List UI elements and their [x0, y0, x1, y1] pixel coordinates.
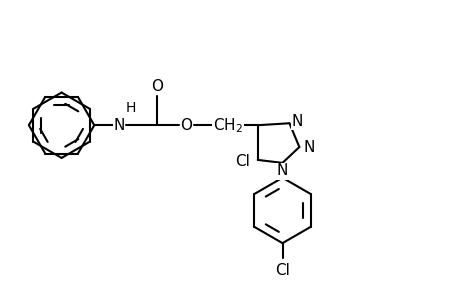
Text: N: N: [113, 118, 124, 133]
Text: N: N: [276, 164, 288, 179]
Text: N: N: [303, 140, 314, 154]
Text: O: O: [180, 118, 192, 133]
Text: O: O: [151, 79, 162, 94]
Text: CH$_2$: CH$_2$: [213, 116, 242, 135]
Text: H: H: [126, 101, 136, 115]
Text: Cl: Cl: [235, 154, 249, 169]
Text: N: N: [291, 114, 302, 129]
Text: N: N: [276, 163, 288, 178]
Text: Cl: Cl: [274, 263, 289, 278]
